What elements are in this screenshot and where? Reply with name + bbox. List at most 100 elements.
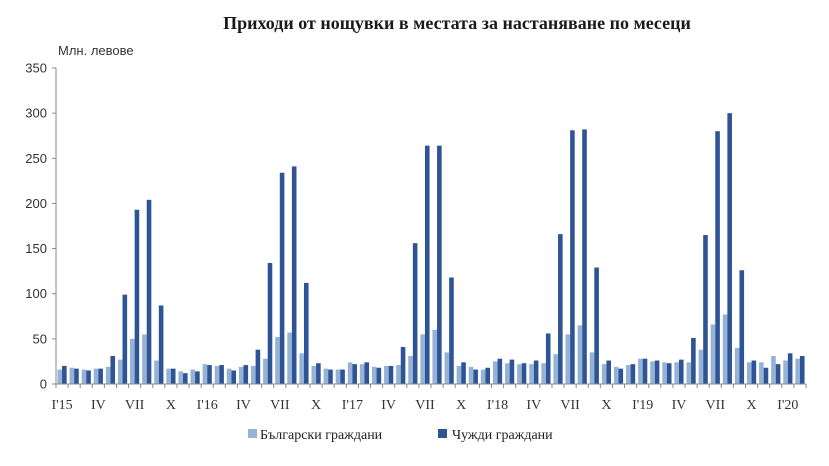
x-tick-label: X	[166, 398, 176, 413]
chart-legend: Български граждани Чужди граждани	[248, 428, 553, 443]
bar	[618, 368, 624, 384]
bar	[570, 130, 575, 384]
x-tick-label: IV	[236, 398, 251, 413]
x-tick-label: VII	[415, 398, 435, 413]
bar	[456, 365, 462, 384]
bar	[424, 145, 430, 384]
bar	[703, 235, 708, 384]
bar	[412, 243, 418, 384]
bar	[214, 365, 220, 384]
bar	[662, 362, 667, 384]
bar	[238, 366, 244, 384]
bar	[666, 363, 672, 384]
bar-series-group	[57, 113, 805, 384]
bar	[485, 367, 491, 384]
bar	[359, 364, 365, 384]
y-axis-ticks: 0 50 100 150 200 250 300 350	[25, 61, 56, 392]
bar	[117, 359, 123, 384]
bar	[601, 364, 607, 384]
bar	[142, 334, 147, 384]
bar	[727, 113, 732, 384]
bar	[582, 129, 587, 384]
bar	[678, 359, 684, 384]
bar	[122, 294, 128, 384]
bar	[545, 333, 551, 384]
x-tick-label: I'19	[632, 398, 653, 413]
bar	[710, 324, 716, 384]
bar	[497, 358, 503, 384]
bar	[388, 365, 394, 384]
y-tick-label: 150	[25, 241, 47, 256]
bar	[654, 360, 660, 384]
bar	[480, 369, 486, 384]
bar	[251, 365, 256, 384]
bar	[311, 365, 317, 384]
bar	[594, 267, 599, 384]
bar	[328, 369, 333, 384]
bar	[243, 365, 249, 384]
bar	[105, 366, 111, 384]
bar	[799, 356, 805, 384]
bar	[722, 314, 728, 384]
bar	[739, 270, 745, 384]
x-tick-label: IV	[91, 398, 106, 413]
bar	[226, 368, 232, 384]
chart-title: Приходи от нощувки в местата за настаняв…	[223, 13, 691, 33]
bar	[408, 356, 413, 384]
bar	[130, 338, 135, 384]
bar	[691, 337, 696, 384]
bar	[183, 373, 188, 384]
bar	[287, 332, 292, 384]
bar	[158, 305, 164, 384]
bar	[565, 334, 571, 384]
bar	[154, 360, 159, 384]
bar	[420, 334, 425, 384]
x-tick-label: VII	[125, 398, 145, 413]
x-axis-ticks: I'15 IV VII X I'16 IV VII X I'17 IV VII X I'18 IV VII X…	[51, 384, 807, 413]
x-tick-label: X	[746, 398, 756, 413]
bar	[134, 209, 140, 384]
x-tick-label: X	[601, 398, 611, 413]
bar	[62, 365, 67, 384]
bar	[473, 369, 478, 384]
bar	[589, 352, 595, 384]
y-tick-label: 350	[25, 61, 47, 76]
bar	[74, 368, 79, 384]
bar	[57, 369, 63, 384]
bar	[202, 364, 208, 384]
y-tick-label: 250	[25, 151, 47, 166]
bar	[461, 362, 466, 384]
bar	[323, 368, 329, 384]
bar	[775, 364, 781, 384]
bar	[275, 337, 280, 384]
bar	[432, 329, 438, 384]
bar	[771, 356, 776, 384]
bar	[376, 367, 382, 384]
y-tick-label: 200	[25, 196, 47, 211]
bar	[521, 363, 527, 384]
bar	[630, 364, 636, 384]
bar	[263, 358, 268, 384]
x-tick-label: I'18	[487, 398, 508, 413]
bar	[698, 349, 704, 384]
x-tick-label: VII	[560, 398, 580, 413]
bar	[267, 263, 273, 384]
legend-label-bulgarian: Български граждани	[260, 428, 383, 443]
bar	[299, 353, 304, 384]
bar	[190, 369, 196, 384]
bar	[468, 366, 474, 384]
x-tick-label: I'16	[197, 398, 218, 413]
bar	[437, 145, 442, 384]
bar	[686, 362, 692, 384]
bar	[492, 361, 498, 384]
y-tick-label: 0	[40, 377, 47, 392]
bar	[291, 166, 297, 384]
bar	[166, 368, 171, 384]
bar	[650, 361, 655, 384]
bar	[335, 369, 341, 384]
bar	[541, 363, 546, 384]
bar	[400, 346, 406, 384]
bar	[783, 360, 788, 384]
bar	[787, 353, 793, 384]
